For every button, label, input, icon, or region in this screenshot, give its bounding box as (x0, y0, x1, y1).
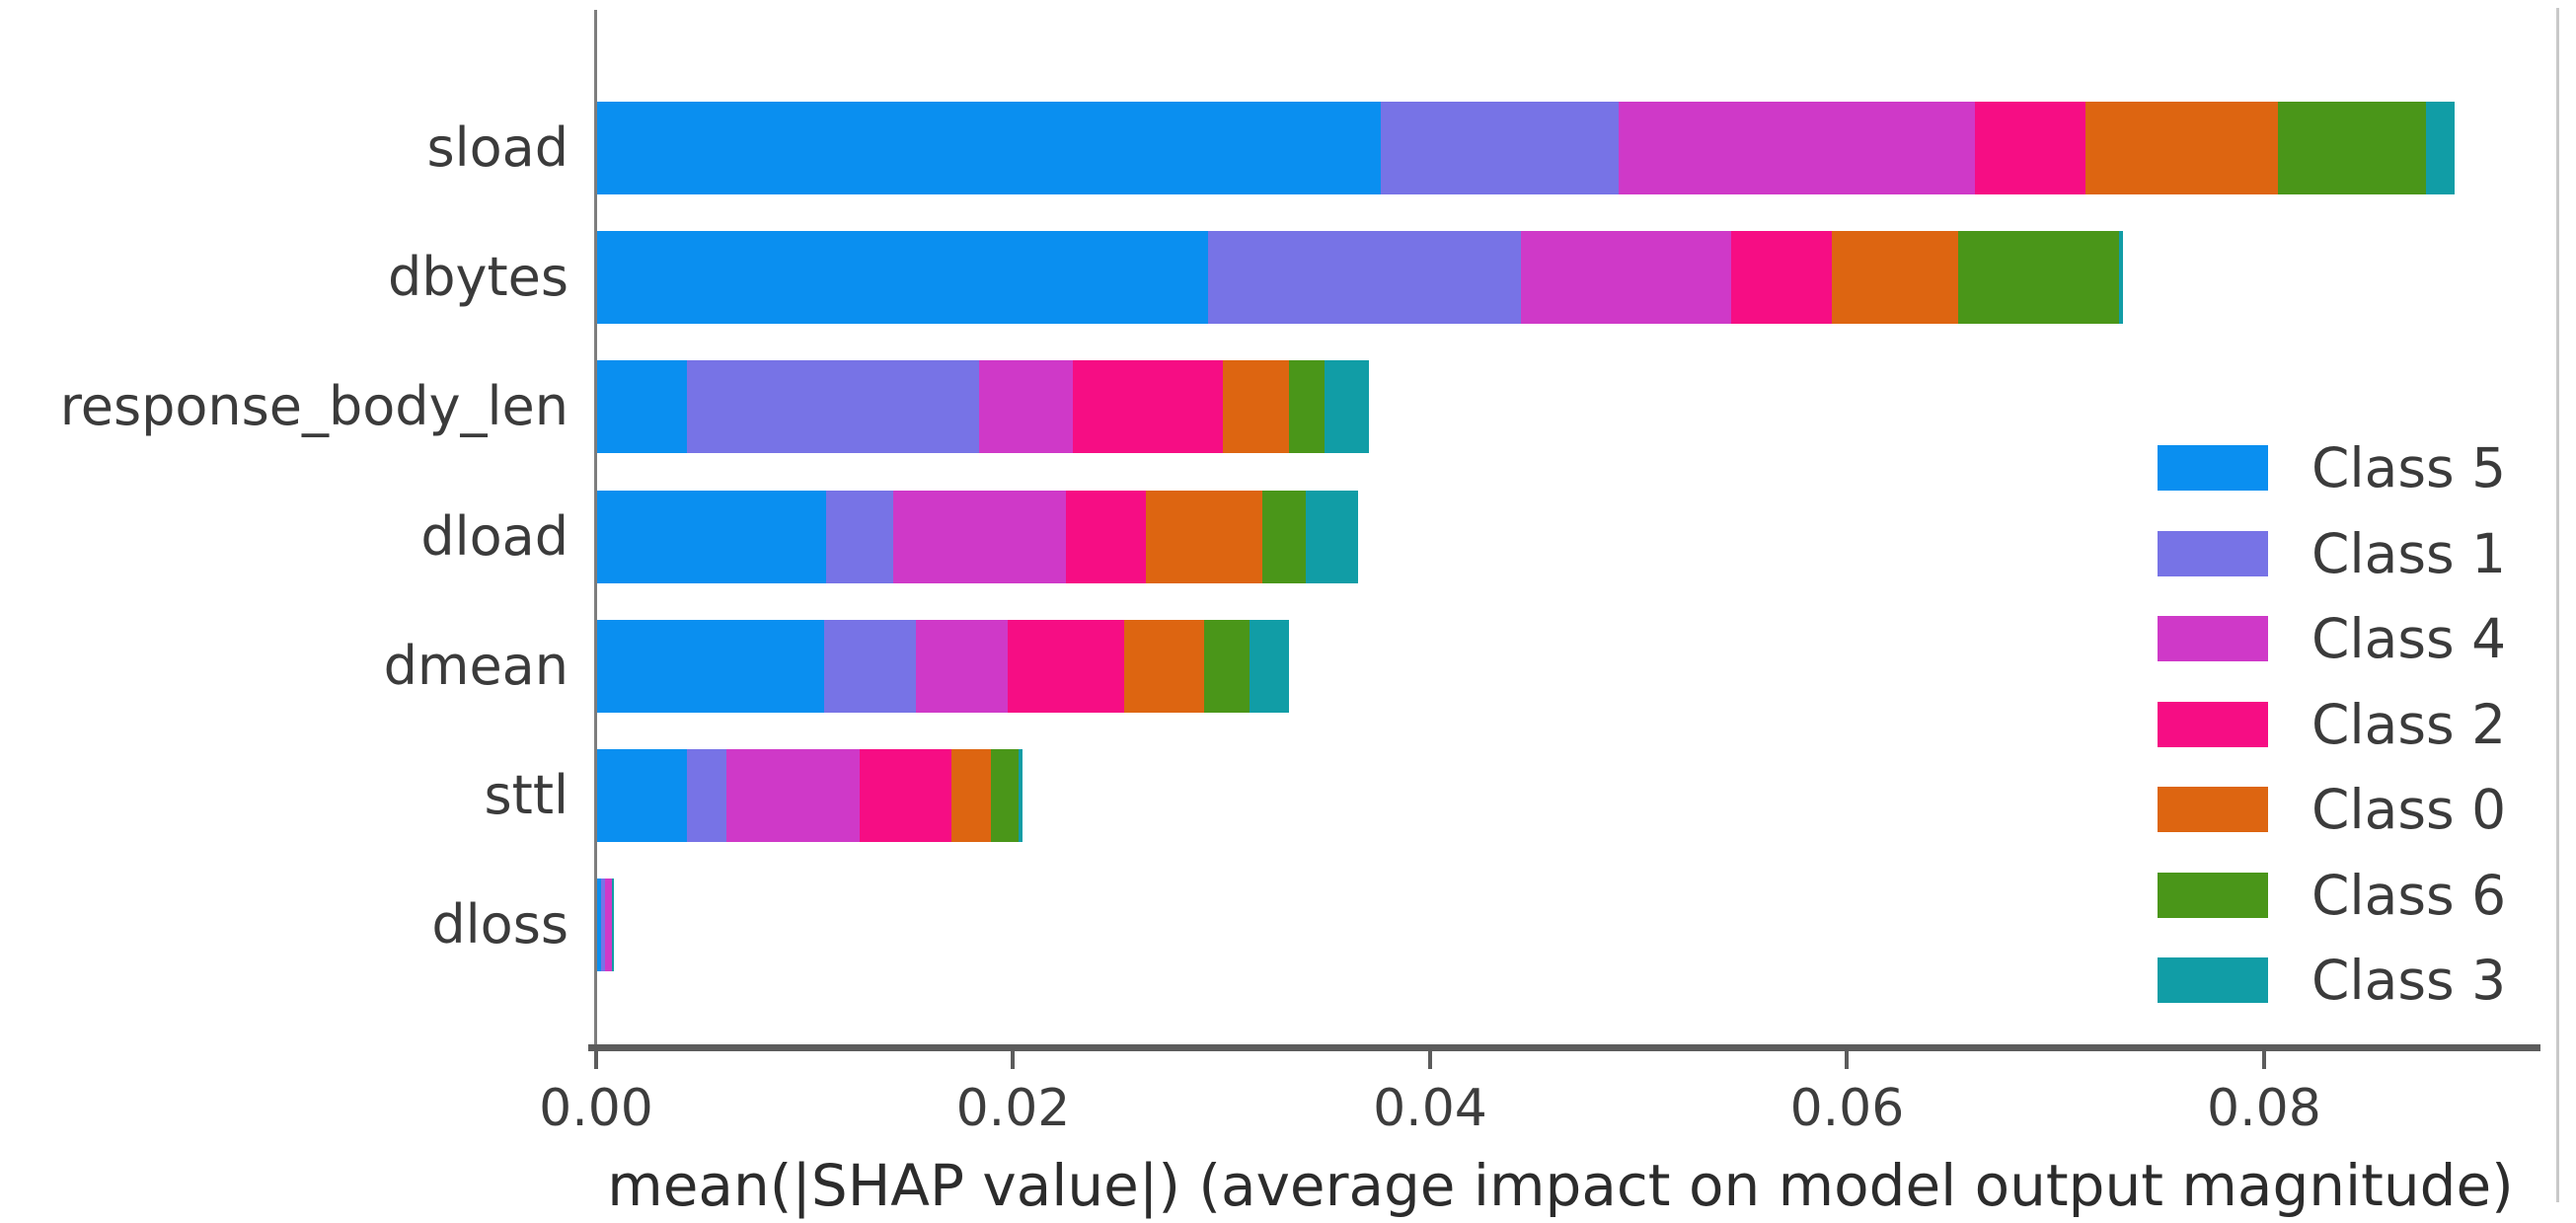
bar-dloss (597, 879, 614, 972)
bar-segment-sload-class-2 (1975, 102, 2086, 194)
bar-segment-sttl-class-5 (597, 749, 687, 842)
bar-segment-response_body_len-class-6 (1289, 360, 1326, 454)
bar-segment-dbytes-class-5 (597, 231, 1208, 325)
legend-swatch-class-6 (2158, 872, 2268, 918)
bar-segment-sttl-class-2 (860, 749, 952, 842)
y-tick-label-sttl: sttl (484, 764, 568, 826)
bar-segment-sttl-class-6 (991, 749, 1019, 842)
bar-segment-sttl-class-0 (951, 749, 992, 842)
legend-label-class-1: Class 1 (2311, 521, 2507, 585)
bar-segment-dmean-class-1 (824, 619, 917, 713)
bar-segment-dload-class-3 (1306, 490, 1358, 583)
y-tick-label-dload: dload (420, 504, 568, 568)
legend-swatch-class-2 (2158, 701, 2268, 747)
legend-label-class-3: Class 3 (2311, 949, 2507, 1012)
bar-segment-dloss-class-3 (611, 879, 614, 972)
x-tick-label-0.00: 0.00 (539, 1079, 653, 1138)
bar-sload (597, 102, 2456, 194)
legend-swatch-class-0 (2158, 787, 2268, 832)
bar-segment-dmean-class-0 (1124, 619, 1204, 713)
x-tick-mark (1427, 1051, 1432, 1069)
bar-dload (597, 490, 1358, 583)
bar-segment-dload-class-2 (1066, 490, 1146, 583)
bar-segment-dload-class-5 (597, 490, 827, 583)
bar-segment-dmean-class-4 (916, 619, 1009, 713)
x-tick-label-0.04: 0.04 (1373, 1079, 1487, 1138)
bar-segment-dmean-class-2 (1008, 619, 1125, 713)
legend-label-class-6: Class 6 (2311, 863, 2507, 927)
bar-segment-sload-class-6 (2277, 102, 2426, 194)
x-tick-mark (1011, 1051, 1016, 1069)
bar-segment-dbytes-class-1 (1207, 231, 1521, 325)
y-tick-label-response_body_len: response_body_len (59, 375, 568, 438)
bar-segment-response_body_len-class-3 (1325, 360, 1369, 454)
bar-segment-dmean-class-5 (597, 619, 825, 713)
bar-segment-sttl-class-1 (686, 749, 726, 842)
bar-segment-response_body_len-class-0 (1222, 360, 1290, 454)
bar-segment-sload-class-4 (1619, 102, 1976, 194)
y-axis-spine (594, 10, 597, 1044)
legend-label-class-4: Class 4 (2311, 607, 2507, 670)
bar-segment-response_body_len-class-1 (686, 360, 979, 454)
x-tick-label-0.08: 0.08 (2207, 1079, 2321, 1138)
x-axis-line (588, 1044, 2540, 1051)
x-tick-mark (2261, 1051, 2266, 1069)
y-tick-label-dbytes: dbytes (387, 246, 568, 309)
bar-segment-sttl-class-4 (725, 749, 861, 842)
bar-segment-dbytes-class-2 (1731, 231, 1832, 325)
bar-segment-dmean-class-3 (1250, 619, 1290, 713)
legend-label-class-2: Class 2 (2311, 692, 2507, 756)
bar-dmean (597, 619, 1290, 713)
x-tick-mark (594, 1051, 598, 1069)
bar-segment-sload-class-1 (1381, 102, 1620, 194)
bar-segment-sload-class-3 (2425, 102, 2456, 194)
bar-segment-response_body_len-class-2 (1072, 360, 1223, 454)
bar-sttl (597, 749, 1023, 842)
bar-segment-dbytes-class-3 (2119, 231, 2124, 325)
bar-response_body_len (597, 360, 1369, 454)
bar-segment-dloss-class-5 (597, 879, 602, 972)
bar-segment-dload-class-6 (1261, 490, 1307, 583)
x-tick-mark (1845, 1051, 1850, 1069)
bar-segment-dbytes-class-6 (1958, 231, 2120, 325)
legend-swatch-class-1 (2158, 530, 2268, 576)
legend-label-class-0: Class 0 (2311, 778, 2507, 841)
legend-swatch-class-3 (2158, 957, 2268, 1003)
bar-segment-sttl-class-3 (1018, 749, 1023, 842)
x-tick-label-0.06: 0.06 (1789, 1079, 1905, 1138)
figure-right-border (2556, 8, 2559, 1202)
bar-segment-response_body_len-class-5 (597, 360, 687, 454)
bar-segment-dload-class-4 (892, 490, 1067, 583)
bar-segment-dloss-class-1 (601, 879, 606, 972)
bar-segment-dbytes-class-0 (1831, 231, 1959, 325)
bar-segment-dload-class-0 (1145, 490, 1262, 583)
y-tick-label-sload: sload (426, 116, 568, 179)
bar-segment-response_body_len-class-4 (978, 360, 1073, 454)
bar-segment-dmean-class-6 (1203, 619, 1250, 713)
y-tick-label-dloss: dloss (431, 893, 568, 956)
bar-segment-sload-class-0 (2085, 102, 2278, 194)
bar-segment-dbytes-class-4 (1520, 231, 1732, 325)
legend-swatch-class-5 (2158, 445, 2268, 491)
x-tick-label-0.02: 0.02 (955, 1079, 1071, 1138)
bar-segment-dloss-class-4 (605, 879, 612, 972)
legend-swatch-class-4 (2158, 616, 2268, 661)
bar-dbytes (597, 231, 2124, 325)
legend-label-class-5: Class 5 (2311, 436, 2507, 499)
bar-segment-sload-class-5 (597, 102, 1382, 194)
bar-segment-dload-class-1 (826, 490, 893, 583)
y-tick-label-dmean: dmean (383, 634, 568, 697)
x-axis-title: mean(|SHAP value|) (average impact on mo… (607, 1152, 2514, 1219)
